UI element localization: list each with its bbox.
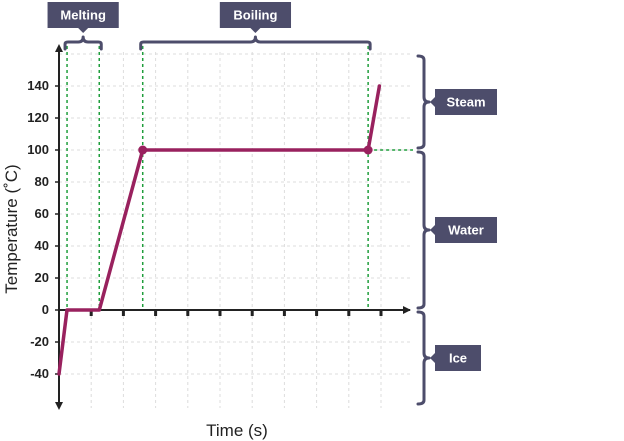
range-bracket — [63, 35, 103, 51]
y-tick-label: 80 — [35, 174, 49, 189]
y-tick-label: 0 — [42, 302, 49, 317]
label-layer: Melting Boiling Steam Water Ice — [47, 2, 497, 371]
range-label-pointer — [250, 28, 261, 33]
grid-layer — [59, 52, 410, 408]
state-label: Water — [448, 223, 484, 238]
y-tick-label: 40 — [35, 238, 49, 253]
x-tick-mark — [154, 311, 158, 316]
y-tick-label: 140 — [27, 78, 49, 93]
x-tick-mark — [315, 311, 319, 316]
phase-point-marker — [138, 145, 148, 155]
state-label-box — [435, 345, 481, 371]
range-bracket — [139, 35, 372, 51]
x-tick-mark — [218, 311, 222, 316]
range-label-pointer — [78, 28, 89, 33]
range-label-box — [219, 2, 292, 28]
state-label-box — [435, 217, 497, 243]
x-tick-mark — [379, 311, 383, 316]
state-label: Steam — [446, 95, 485, 110]
y-axis-arrow-down — [55, 402, 63, 410]
x-axis-arrow — [403, 306, 411, 314]
state-bracket — [416, 150, 431, 310]
x-tick-mark — [89, 311, 93, 316]
axis-layer: -40 -20 0 20 40 60 80 100 120 140 — [27, 44, 411, 410]
state-label: Ice — [449, 351, 467, 366]
y-tick-label: 120 — [27, 110, 49, 125]
state-bracket — [416, 310, 431, 406]
phase-point-marker — [363, 145, 373, 155]
x-tick-mark — [347, 311, 351, 316]
y-tick-label: -20 — [30, 334, 49, 349]
temperature-line — [57, 84, 382, 376]
state-label-pointer — [430, 353, 435, 363]
state-bracket — [416, 54, 431, 150]
state-label-pointer — [430, 225, 435, 235]
y-axis-title: Temperature (˚C) — [2, 164, 21, 293]
guide-layer — [66, 46, 413, 310]
range-label: Boiling — [233, 8, 277, 23]
state-label-box — [435, 89, 497, 115]
bracket-layer — [63, 35, 431, 406]
y-tick-label: 60 — [35, 206, 49, 221]
x-tick-mark — [250, 311, 254, 316]
y-tick-label: 20 — [35, 270, 49, 285]
x-tick-mark — [121, 311, 125, 316]
x-tick-mark — [282, 311, 286, 316]
series-layer — [57, 84, 382, 376]
state-label-pointer — [430, 97, 435, 107]
x-tick-mark — [186, 311, 190, 316]
range-label-box — [47, 2, 119, 28]
y-axis-arrow-up — [55, 44, 63, 52]
y-tick-label: -40 — [30, 366, 49, 381]
y-tick-label: 100 — [27, 142, 49, 157]
range-label: Melting — [60, 8, 106, 23]
x-axis-title: Time (s) — [206, 421, 268, 440]
